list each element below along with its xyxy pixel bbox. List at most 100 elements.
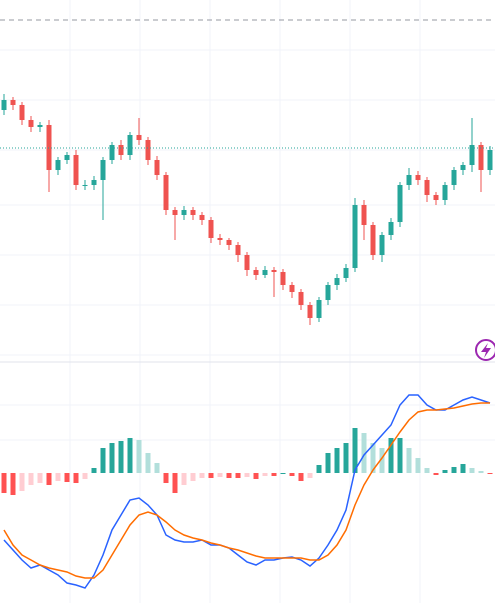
histogram-bar [442, 470, 448, 473]
histogram-bar [28, 473, 34, 485]
candle-body [325, 285, 331, 300]
candle-body [316, 300, 322, 318]
histogram-bar [352, 428, 358, 473]
candle-body [118, 145, 124, 155]
histogram-bar [433, 473, 439, 475]
candle-body [235, 245, 241, 255]
histogram-bar [316, 465, 322, 473]
candle-body [361, 205, 367, 225]
candle-body [433, 195, 439, 200]
candle-body [379, 235, 385, 255]
candle-body [217, 238, 223, 240]
histogram-bar [235, 473, 241, 478]
histogram-bar [298, 473, 304, 481]
candle-body [388, 222, 394, 235]
histogram-bar [262, 473, 268, 476]
histogram-bar [379, 448, 385, 473]
candle-body [307, 305, 313, 318]
histogram-bar [91, 468, 97, 473]
histogram-bar [370, 443, 376, 473]
candle-body [73, 155, 79, 185]
candle-body [82, 185, 88, 186]
histogram-bar [64, 473, 70, 482]
histogram-bar [289, 473, 295, 476]
candle-body [109, 145, 115, 160]
candle-body [19, 105, 25, 120]
candle-body [451, 170, 457, 185]
candle-body [163, 175, 169, 210]
candle-body [271, 270, 277, 272]
candle-body [298, 292, 304, 305]
candle-body [415, 175, 421, 180]
candle-body [280, 272, 286, 285]
histogram-bar [10, 473, 16, 495]
histogram-bar [163, 473, 169, 483]
indicator-line [3, 394, 491, 589]
candle-body [64, 155, 70, 160]
histogram-bar [37, 473, 43, 483]
candle-body [244, 255, 250, 270]
candle-body [172, 210, 178, 215]
candle-body [289, 285, 295, 292]
candle-body [145, 140, 151, 160]
candle-body [100, 160, 106, 180]
histogram-bar [325, 453, 331, 473]
candle-body [262, 270, 268, 275]
histogram-bar [190, 473, 196, 481]
candle-body [199, 215, 205, 220]
histogram-bar [1, 473, 7, 493]
candle-body [208, 220, 214, 238]
histogram-bar [460, 464, 466, 473]
indicator-line [3, 402, 490, 579]
histogram-bar [361, 433, 367, 473]
candle-body [343, 268, 349, 278]
histogram-bar [217, 473, 223, 477]
candle-body [226, 240, 232, 245]
histogram-bar [82, 473, 88, 479]
lightning-icon[interactable] [475, 339, 495, 361]
histogram-bar [145, 453, 151, 473]
histogram-bar [280, 473, 286, 474]
candle-body [181, 210, 187, 215]
histogram-bar [181, 473, 187, 485]
histogram-bar [136, 440, 142, 473]
histogram-bar [109, 443, 115, 473]
histogram-bar [46, 473, 52, 485]
candle-body [136, 135, 142, 140]
histogram-bar [415, 458, 421, 473]
histogram-bar [469, 468, 475, 473]
candle-body [478, 145, 484, 170]
candle-body [253, 270, 259, 275]
candle-body [406, 175, 412, 185]
histogram-bar [307, 473, 313, 478]
candle-body [487, 150, 493, 170]
histogram-bar [172, 473, 178, 493]
histogram-bar [424, 468, 430, 473]
candle-body [469, 145, 475, 165]
candle-body [55, 160, 61, 170]
histogram-bar [226, 473, 232, 478]
histogram-bar [271, 473, 277, 476]
candle-body [334, 278, 340, 285]
plot [0, 49, 495, 589]
histogram-bar [244, 473, 250, 477]
candle-body [1, 100, 7, 110]
histogram-bar [208, 473, 214, 478]
candle-body [10, 100, 16, 105]
histogram-bar [73, 473, 79, 483]
histogram-bar [118, 441, 124, 473]
histogram-bar [478, 471, 484, 473]
candle-body [28, 120, 34, 127]
histogram-bar [253, 473, 259, 479]
histogram-bar [397, 438, 403, 473]
histogram-bar [55, 473, 61, 481]
candle-body [352, 205, 358, 268]
histogram-bar [451, 467, 457, 473]
histogram-bar [343, 443, 349, 473]
candle-body [154, 160, 160, 175]
candle-body [397, 185, 403, 222]
candle-body [127, 135, 133, 155]
histogram-bar [127, 438, 133, 473]
candle-body [442, 185, 448, 200]
